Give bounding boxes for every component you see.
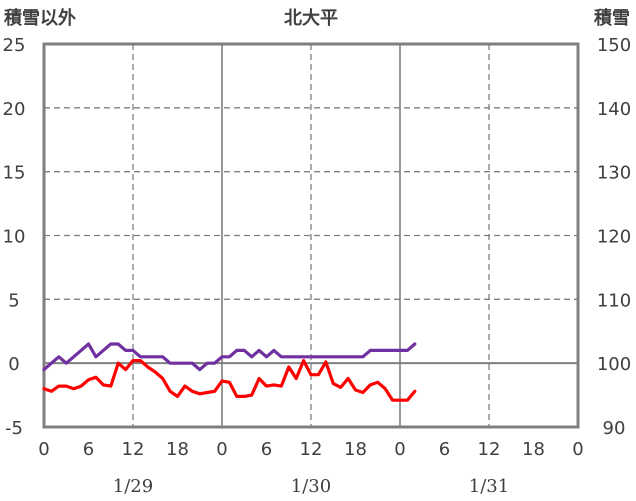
- x-tick-label: 12: [300, 439, 323, 460]
- y2-tick-label: 90: [603, 418, 626, 439]
- x-tick-label: 18: [344, 439, 367, 460]
- plot-frame: [42, 42, 580, 429]
- x-tick-label: 0: [572, 439, 583, 460]
- series-line-1: [42, 342, 417, 372]
- y2-tick-label: 140: [597, 99, 631, 120]
- series-layer: [42, 342, 417, 402]
- x-tick-label: 12: [478, 439, 501, 460]
- y2-tick-label: 130: [597, 163, 631, 184]
- x-tick-label: 0: [38, 439, 49, 460]
- date-label: 1/31: [469, 476, 509, 497]
- x-tick-label: 0: [216, 439, 227, 460]
- x-tick-labels: 0 6 12 18 0 6 12 18 0 6 12 18 0: [38, 439, 583, 460]
- y-tick-label: 15: [3, 163, 26, 184]
- chart-title: 北大平: [284, 7, 338, 29]
- right-axis-label: 積雪: [593, 7, 630, 29]
- y-tick-label: 25: [3, 35, 26, 56]
- y-tick-label: 0: [8, 354, 19, 375]
- y2-tick-labels: 90 100 110 120 130 140 150: [597, 35, 631, 439]
- y-tick-label: 20: [3, 99, 26, 120]
- x-tick-label: 6: [83, 439, 94, 460]
- y-tick-label: -5: [5, 418, 23, 439]
- y2-tick-label: 110: [597, 290, 631, 311]
- y-tick-label: 5: [8, 290, 19, 311]
- date-label: 1/29: [113, 476, 153, 497]
- x-tick-label: 18: [522, 439, 545, 460]
- grid-lines: [44, 44, 578, 427]
- x-tick-label: 6: [261, 439, 272, 460]
- y-tick-label: 10: [3, 227, 26, 248]
- x-tick-label: 0: [394, 439, 405, 460]
- y2-tick-label: 100: [597, 354, 631, 375]
- date-label: 1/30: [291, 476, 331, 497]
- series-line-2: [42, 359, 417, 402]
- left-axis-label: 積雪以外: [3, 7, 76, 29]
- y2-tick-label: 120: [597, 227, 631, 248]
- x-tick-label: 12: [122, 439, 145, 460]
- y2-tick-label: 150: [597, 35, 631, 56]
- y-tick-labels: -5 0 5 10 15 20 25: [3, 35, 26, 439]
- date-labels: 1/29 1/30 1/31: [113, 476, 509, 497]
- x-tick-label: 6: [439, 439, 450, 460]
- x-tick-label: 18: [166, 439, 189, 460]
